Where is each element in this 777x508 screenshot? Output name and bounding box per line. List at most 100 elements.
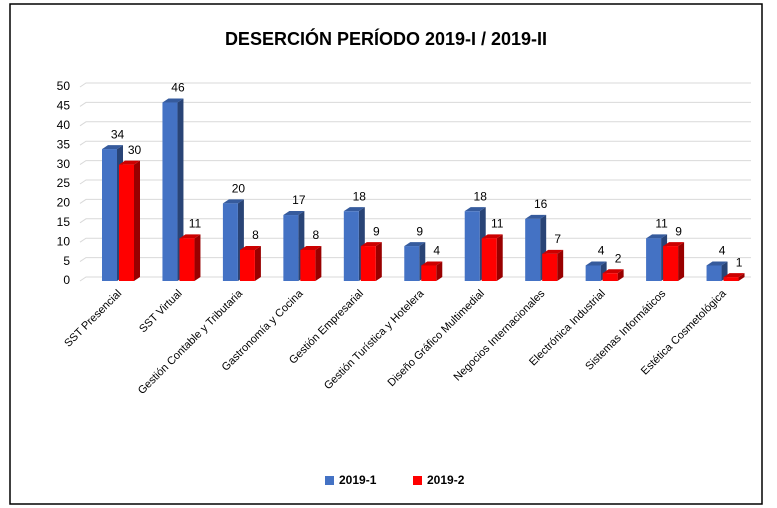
data-label: 17	[292, 193, 306, 207]
data-label: 20	[232, 182, 246, 196]
grid-line	[79, 179, 751, 185]
bar-top	[179, 234, 201, 239]
bar-side	[496, 234, 503, 281]
bar	[421, 261, 443, 281]
grid-line	[79, 140, 751, 146]
bar-top	[706, 261, 728, 266]
bar-front	[162, 102, 178, 282]
chart-title: DESERCIÓN PERÍODO 2019-I / 2019-II	[225, 28, 547, 49]
bar-top	[542, 249, 564, 254]
bar-front	[300, 249, 316, 281]
bar-front	[343, 211, 359, 281]
data-label: 11	[655, 216, 668, 230]
bar	[360, 242, 382, 281]
bar-front	[542, 253, 558, 281]
bar-top	[723, 273, 745, 278]
data-label: 16	[534, 197, 548, 211]
data-label: 2	[615, 251, 622, 265]
grid-line	[79, 198, 751, 204]
bar-top	[360, 242, 382, 247]
bar	[179, 234, 201, 281]
bar-top	[162, 98, 184, 103]
data-label: 9	[373, 224, 380, 238]
bar	[542, 249, 564, 281]
grid-line	[79, 101, 751, 107]
grid-line	[79, 160, 751, 166]
bar-top	[585, 261, 607, 266]
y-tick-label: 50	[57, 79, 71, 93]
bar-side	[177, 98, 184, 282]
y-tick-label: 10	[57, 234, 71, 248]
bar	[239, 245, 261, 281]
bar-front	[706, 265, 722, 281]
data-label: 8	[313, 228, 320, 242]
bar-front	[585, 265, 601, 281]
bar	[663, 242, 685, 281]
bar-front	[239, 249, 255, 281]
data-label: 7	[554, 232, 561, 246]
grid-line	[79, 121, 751, 127]
y-tick-label: 5	[63, 254, 70, 268]
bar-front	[464, 211, 480, 281]
bar	[481, 234, 503, 281]
bar-top	[119, 160, 140, 165]
bar	[723, 273, 745, 281]
bar-top	[525, 214, 547, 219]
bar	[162, 98, 184, 282]
data-label: 4	[433, 244, 440, 258]
bar	[706, 261, 728, 281]
bar-top	[646, 234, 668, 239]
bar-top	[222, 199, 244, 204]
bar	[585, 261, 607, 281]
data-label: 34	[111, 127, 125, 141]
bar-side	[134, 160, 140, 281]
bar-front	[179, 238, 195, 281]
y-tick-label: 0	[63, 273, 70, 287]
bar	[119, 160, 140, 281]
bar-front	[283, 215, 299, 281]
bar-side	[315, 245, 322, 281]
legend-swatch	[325, 476, 334, 485]
data-label: 18	[474, 189, 488, 203]
legend-label: 2019-2	[427, 473, 465, 487]
y-tick-label: 30	[57, 157, 71, 171]
bar-front	[481, 238, 497, 281]
bar-front	[723, 277, 739, 281]
bar-side	[436, 261, 443, 281]
bar-top	[239, 245, 261, 250]
bar	[602, 269, 624, 281]
bar-front	[404, 246, 420, 281]
data-label: 4	[598, 244, 605, 258]
bar-side	[194, 234, 201, 281]
bar-side	[678, 242, 685, 281]
bar-top	[464, 207, 486, 212]
bar-front	[663, 246, 679, 281]
bar-side	[254, 245, 261, 281]
y-tick-label: 45	[57, 99, 71, 113]
bar-top	[421, 261, 443, 266]
data-label: 30	[128, 143, 142, 157]
bar-top	[602, 269, 624, 274]
bar-front	[602, 273, 618, 281]
y-tick-label: 35	[57, 137, 71, 151]
grid-line	[79, 82, 751, 88]
bar-top	[283, 211, 305, 216]
bar-side	[375, 242, 382, 281]
bar-top	[481, 234, 503, 239]
data-label: 9	[675, 224, 682, 238]
y-tick-label: 20	[57, 196, 71, 210]
data-label: 1	[736, 255, 743, 269]
y-tick-label: 40	[57, 118, 71, 132]
bar-front	[222, 203, 238, 281]
bar-top	[663, 242, 685, 247]
legend-swatch	[413, 476, 422, 485]
bar-front	[646, 238, 662, 281]
bar-front	[525, 218, 541, 281]
bar-top	[343, 207, 365, 212]
bar-front	[119, 164, 134, 281]
bar-side	[738, 273, 745, 281]
bar-side	[617, 269, 624, 281]
bar-top	[404, 242, 426, 247]
y-tick-label: 25	[57, 176, 71, 190]
